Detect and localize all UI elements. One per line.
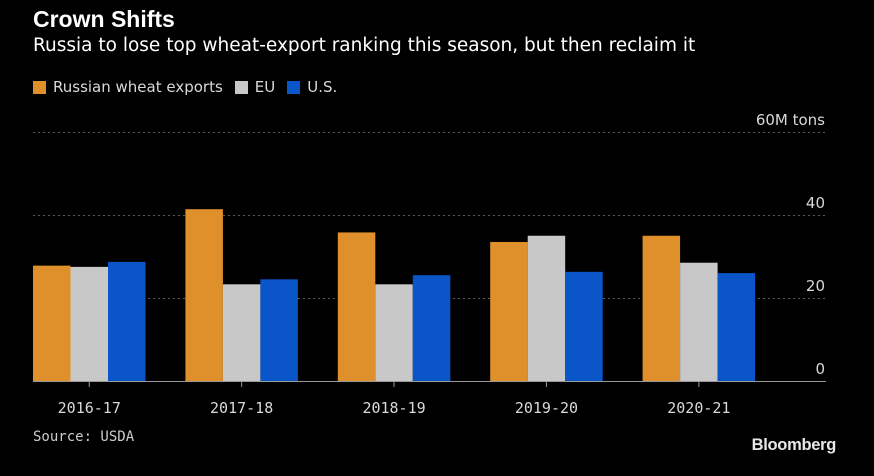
bar-u-s-2017-18 xyxy=(260,279,298,381)
legend-swatch-us xyxy=(287,80,301,94)
bar-u-s-2020-21 xyxy=(717,273,756,381)
legend-item-russia: Russian wheat exports xyxy=(33,78,223,96)
bar-u-s-2016-17 xyxy=(108,261,146,381)
bar-russian-wheat-exports-2016-17 xyxy=(33,265,71,381)
bar-u-s-2019-20 xyxy=(565,271,603,381)
legend-label-russia: Russian wheat exports xyxy=(53,78,223,96)
x-tick-label-2018-19: 2018-19 xyxy=(362,399,425,417)
x-tick-label-2020-21: 2020-21 xyxy=(667,399,730,417)
legend-item-us: U.S. xyxy=(287,78,337,96)
source-note: Source: USDA xyxy=(33,429,135,445)
bar-russian-wheat-exports-2018-19 xyxy=(337,232,376,381)
bar-u-s-2018-19 xyxy=(412,275,451,381)
x-tick-label-2019-20: 2019-20 xyxy=(515,399,578,417)
x-tick-label-2017-18: 2017-18 xyxy=(210,399,273,417)
y-tick-label-0: 0 xyxy=(815,360,825,378)
legend-swatch-russia xyxy=(33,80,46,94)
legend-item-eu: EU xyxy=(234,78,276,96)
bar-eu-2018-19 xyxy=(375,284,413,381)
bar-eu-2017-18 xyxy=(222,284,261,381)
bloomberg-logo: Bloomberg xyxy=(751,436,837,454)
y-tick-label-40: 40 xyxy=(806,194,825,212)
bar-russian-wheat-exports-2020-21 xyxy=(642,235,681,381)
chart-subtitle: Russia to lose top wheat-export ranking … xyxy=(33,35,696,56)
bar-eu-2016-17 xyxy=(70,266,108,381)
y-tick-label-20: 20 xyxy=(806,277,825,295)
x-tick-label-2016-17: 2016-17 xyxy=(58,399,121,417)
legend-label-us: U.S. xyxy=(307,78,338,96)
legend: Russian wheat exports EU U.S. xyxy=(33,77,349,97)
legend-swatch-eu xyxy=(234,80,248,94)
bar-russian-wheat-exports-2019-20 xyxy=(490,241,528,381)
chart-title: Crown Shifts xyxy=(33,6,175,32)
bar-eu-2019-20 xyxy=(527,235,566,381)
legend-label-eu: EU xyxy=(254,78,276,96)
bar-eu-2020-21 xyxy=(680,262,718,381)
bar-russian-wheat-exports-2017-18 xyxy=(185,209,223,381)
y-tick-label-60: 60M tons xyxy=(756,111,825,129)
